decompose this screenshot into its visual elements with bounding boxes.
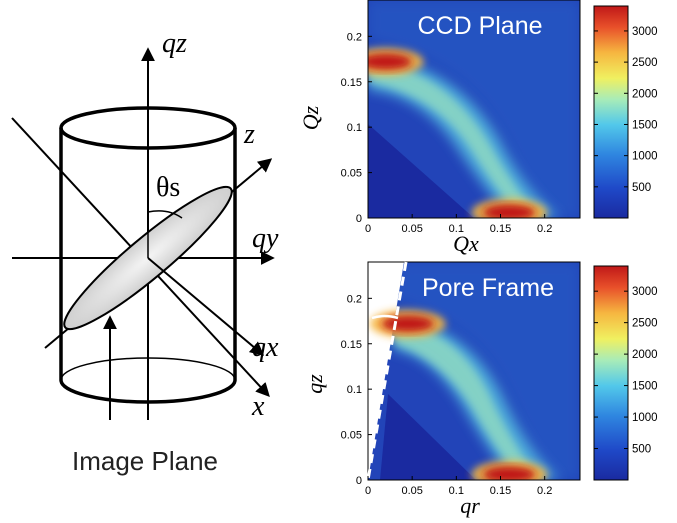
- y-tick-label: 0.15: [341, 339, 362, 351]
- y-tick-label: 0.05: [341, 168, 362, 180]
- colorbar-tick-label: 1000: [632, 151, 658, 163]
- y-tick-label: 0.15: [341, 77, 362, 89]
- x-tick-label: 0.2: [537, 485, 552, 497]
- qx-axis: [147, 257, 265, 356]
- y-axis-label: Qz: [298, 105, 323, 130]
- x-tick-label: 0.1: [449, 485, 464, 497]
- colorbar: [593, 5, 629, 219]
- y-axis-label: qz: [302, 374, 327, 394]
- y-tick-label: 0.2: [347, 31, 362, 43]
- colorbar-tick-label: 3000: [632, 286, 658, 298]
- theta-arc: [147, 210, 183, 219]
- tilt-line: [366, 261, 408, 481]
- x-tick-label: 0.15: [490, 223, 511, 235]
- colorbar-tick-label: 1000: [632, 412, 658, 424]
- x-tick-label: 0.05: [401, 485, 422, 497]
- intensity-core-lower-lobe: [483, 466, 536, 480]
- theta-label: θs: [156, 172, 180, 203]
- chart-title: CCD Plane: [417, 12, 542, 40]
- qx-axis-label: qx: [252, 332, 279, 363]
- shadow-region: [380, 394, 476, 480]
- x-axis-label: Qx: [453, 231, 479, 256]
- intensity-core-upper-lobe: [381, 315, 434, 332]
- intensity-core-upper-lobe: [368, 53, 412, 70]
- scattering-geometry-diagram: qz z θs qy qx x Image Plane: [11, 28, 279, 476]
- intensity-core-lower-lobe: [483, 204, 536, 218]
- colorbar: [593, 265, 629, 481]
- x-tick-label: 0: [365, 223, 371, 235]
- colorbar-tick-label: 3000: [632, 26, 658, 38]
- y-tick-label: 0.2: [347, 293, 362, 305]
- z-axis-label: z: [243, 119, 255, 150]
- x-tick-label: 0: [365, 485, 371, 497]
- x-tick-label: 0.05: [401, 223, 422, 235]
- colorbar-tick-label: 500: [632, 444, 651, 456]
- theta-arc: [371, 314, 399, 320]
- y-tick-label: 0.05: [341, 430, 362, 442]
- qz-axis-label: qz: [162, 28, 187, 59]
- x-axis-label: qr: [460, 493, 480, 518]
- colorbar-tick-label: 2000: [632, 88, 658, 100]
- chart-title: Pore Frame: [422, 274, 554, 302]
- x-tick-label: 0.1: [449, 223, 464, 235]
- x-tick-label: 0.15: [490, 485, 511, 497]
- colorbar-tick-label: 2500: [632, 318, 658, 330]
- ccd-plane-chart: 0 0.05 0.1 0.15 0.2 0 0.05 0.1 0.15 0.2 CCD Plane…: [298, 0, 658, 256]
- qy-axis-label: qy: [252, 223, 279, 254]
- colorbar-tick-label: 2500: [632, 57, 658, 69]
- y-tick-label: 0: [356, 213, 362, 225]
- y-tick-label: 0.1: [347, 384, 362, 396]
- pore-frame-chart: 0 0.05 0.1 0.15 0.2 0 0.05 0.1 0.15 0.2 θs Pore F…: [302, 261, 658, 518]
- theta-label: θs: [372, 280, 391, 305]
- y-tick-label: 0: [356, 475, 362, 487]
- x-tick-label: 0.2: [537, 223, 552, 235]
- colorbar-tick-label: 1500: [632, 381, 658, 393]
- colorbar-tick-label: 500: [632, 182, 651, 194]
- x-axis-label: x: [251, 391, 265, 422]
- colorbar-tick-label: 2000: [632, 349, 658, 361]
- shadow-region: [368, 124, 474, 218]
- colorbar-tick-label: 1500: [632, 119, 658, 131]
- image-plane-caption: Image Plane: [72, 446, 218, 476]
- y-tick-label: 0.1: [347, 122, 362, 134]
